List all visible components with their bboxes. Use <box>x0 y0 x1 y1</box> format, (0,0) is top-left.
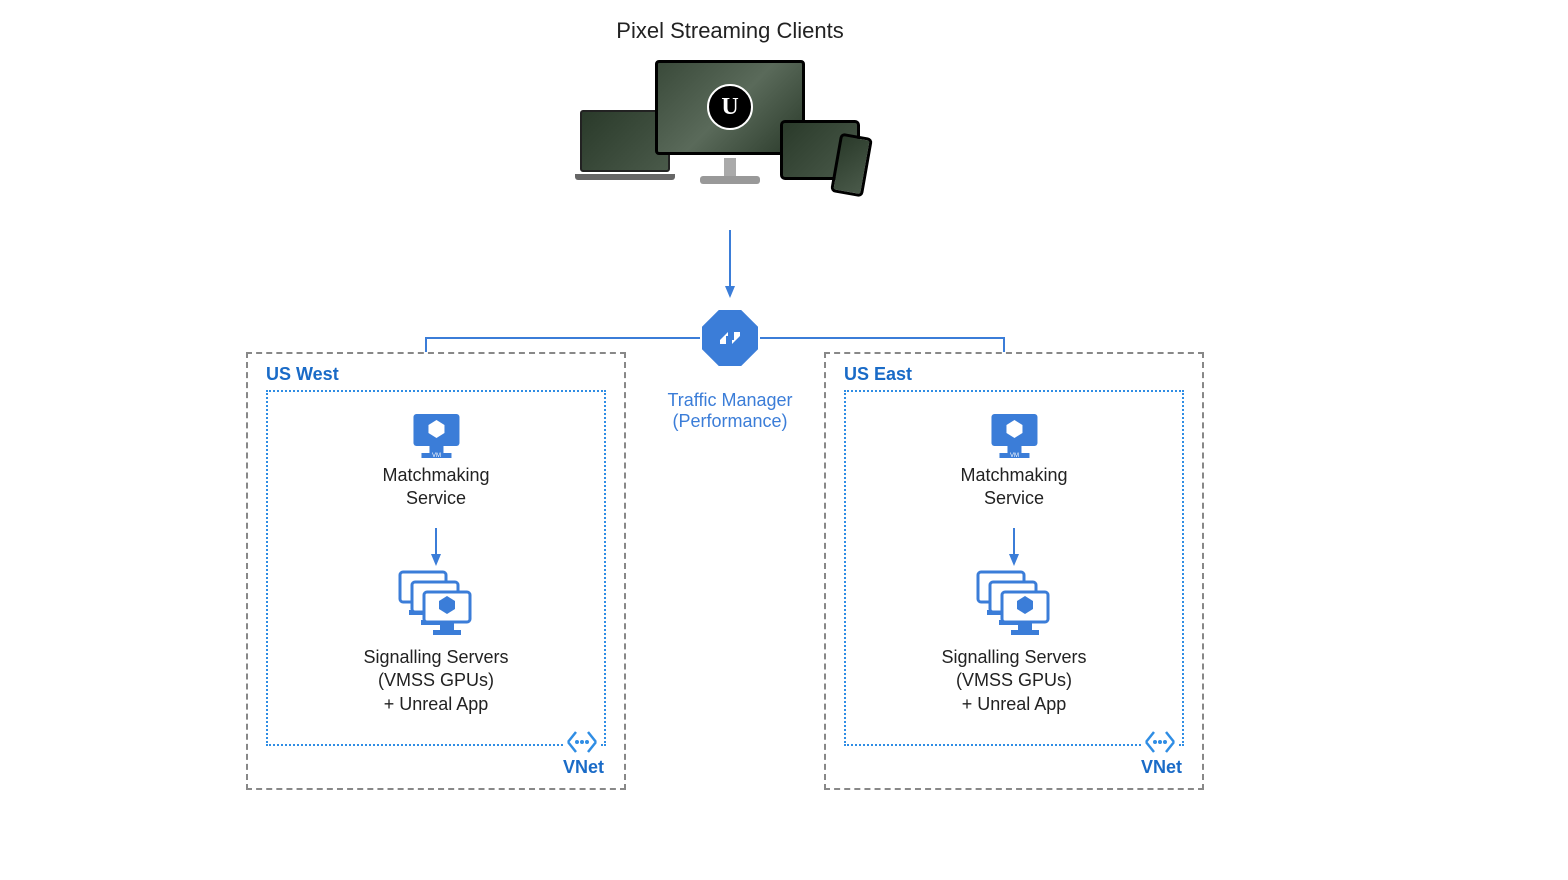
svg-text:VM: VM <box>1009 453 1018 459</box>
vmss-icon <box>975 570 1053 640</box>
vnet-boundary: VM Matchmaking Service Sig <box>266 390 606 746</box>
region-label: US West <box>266 364 339 385</box>
signalling-servers: Signalling Servers (VMSS GPUs) + Unreal … <box>352 570 520 716</box>
vnet-icon <box>1142 728 1178 756</box>
region-label: US East <box>844 364 912 385</box>
signalling-label: Signalling Servers (VMSS GPUs) + Unreal … <box>352 646 520 716</box>
region-us-west: US West VM Matchmaking Service <box>246 352 626 790</box>
matchmaking-service: VM Matchmaking Service <box>960 412 1067 511</box>
matchmaking-label: Matchmaking Service <box>382 464 489 511</box>
vnet-label: VNet <box>563 757 604 778</box>
matchmaking-label: Matchmaking Service <box>960 464 1067 511</box>
region-us-east: US East VM Matchmaking Service <box>824 352 1204 790</box>
vm-icon: VM <box>409 412 463 460</box>
vm-icon: VM <box>987 412 1041 460</box>
matchmaking-service: VM Matchmaking Service <box>382 412 489 511</box>
arrow-mm-to-ss <box>1006 528 1022 568</box>
arrow-mm-to-ss <box>428 528 444 568</box>
signalling-label: Signalling Servers (VMSS GPUs) + Unreal … <box>930 646 1098 716</box>
connector-tm-to-regions <box>0 0 1568 880</box>
vmss-icon <box>397 570 475 640</box>
signalling-servers: Signalling Servers (VMSS GPUs) + Unreal … <box>930 570 1098 716</box>
vnet-label: VNet <box>1141 757 1182 778</box>
svg-text:VM: VM <box>431 453 440 459</box>
vnet-boundary: VM Matchmaking Service Sig <box>844 390 1184 746</box>
vnet-icon <box>564 728 600 756</box>
